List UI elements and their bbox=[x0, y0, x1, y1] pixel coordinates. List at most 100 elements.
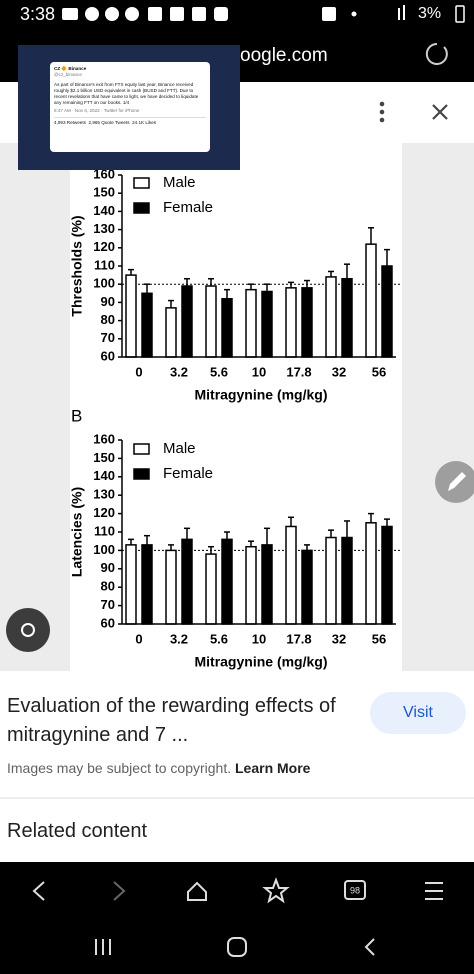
y-axis-title: Latencies (%) bbox=[69, 487, 85, 577]
bar bbox=[125, 274, 137, 358]
close-button[interactable] bbox=[432, 104, 448, 120]
y-tick-label: 160 bbox=[93, 431, 115, 446]
icon bbox=[351, 11, 357, 17]
learn-more-link[interactable]: Learn More bbox=[235, 760, 311, 776]
bar bbox=[285, 287, 297, 358]
y-tick-label: 110 bbox=[94, 523, 115, 538]
back-button[interactable] bbox=[32, 881, 45, 901]
tweet-text: As part of Binance's exit from FTX equit… bbox=[54, 82, 199, 105]
tweet-stat: 24.1K Likes bbox=[132, 120, 157, 126]
y-tick-label: 120 bbox=[93, 239, 115, 254]
bar bbox=[221, 538, 233, 625]
legend-label: Female bbox=[163, 465, 213, 482]
x-axis-title: Mitragynine (mg/kg) bbox=[194, 387, 327, 403]
visit-button[interactable]: Visit bbox=[370, 692, 466, 734]
panel-label: B bbox=[71, 406, 82, 425]
bar bbox=[301, 549, 313, 625]
charts: Thresholds (%)60708090100110120130140150… bbox=[69, 166, 400, 670]
icon bbox=[148, 7, 162, 21]
reload-button[interactable] bbox=[425, 42, 448, 65]
copyright-notice: Images may be subject to copyright. Lear… bbox=[7, 760, 310, 776]
bottom-nav bbox=[0, 862, 474, 974]
icon bbox=[105, 7, 119, 21]
bar bbox=[205, 553, 217, 625]
y-tick-label: 110 bbox=[94, 257, 115, 272]
legend-label: Male bbox=[163, 440, 196, 457]
forward-button[interactable] bbox=[113, 881, 126, 901]
status-icons bbox=[62, 5, 465, 23]
bar bbox=[165, 307, 177, 358]
tabs-button[interactable] bbox=[344, 880, 366, 900]
menu-button[interactable] bbox=[425, 882, 443, 900]
dot bbox=[379, 101, 385, 107]
dot bbox=[379, 109, 385, 115]
home-key[interactable] bbox=[227, 937, 247, 957]
x-tick-label: 32 bbox=[332, 631, 346, 646]
legend-label: Female bbox=[163, 199, 213, 216]
x-tick-label: 17.8 bbox=[286, 364, 311, 379]
y-tick-label: 140 bbox=[93, 203, 115, 218]
x-tick-label: 56 bbox=[372, 631, 386, 646]
x-tick-label: 3.2 bbox=[170, 364, 188, 379]
pencil-icon bbox=[448, 472, 466, 491]
bookmarks-button[interactable] bbox=[262, 877, 290, 904]
x-tick-label: 10 bbox=[252, 631, 266, 646]
x-tick-label: 0 bbox=[135, 364, 142, 379]
y-tick-label: 130 bbox=[93, 221, 115, 236]
y-tick-label: 120 bbox=[93, 505, 115, 520]
y-tick-label: 100 bbox=[93, 542, 115, 557]
menu-button[interactable] bbox=[379, 101, 385, 123]
bar bbox=[181, 538, 193, 625]
x-tick-label: 10 bbox=[252, 364, 266, 379]
icon bbox=[322, 7, 336, 21]
bar bbox=[325, 536, 337, 625]
clock: 3:38 bbox=[20, 4, 56, 24]
notice-text: Images may be subject to copyright. bbox=[7, 760, 232, 776]
bar bbox=[381, 265, 393, 358]
recents-button[interactable] bbox=[95, 939, 111, 955]
bar bbox=[221, 298, 233, 358]
icon bbox=[403, 5, 405, 20]
y-tick-label: 150 bbox=[93, 185, 115, 200]
y-tick-label: 160 bbox=[93, 166, 115, 181]
y-tick-label: 80 bbox=[101, 312, 115, 327]
bar bbox=[141, 292, 153, 358]
tweet-card: CZ 🔶 Binance @cz_binance As part of Bina… bbox=[50, 62, 210, 152]
icon bbox=[455, 5, 465, 23]
x-axis-title: Mitragynine (mg/kg) bbox=[194, 654, 327, 670]
icon bbox=[85, 7, 99, 21]
y-tick-label: 80 bbox=[101, 579, 115, 594]
bar bbox=[285, 525, 297, 625]
home-button[interactable] bbox=[187, 881, 207, 901]
tweet-author: CZ 🔶 Binance bbox=[54, 66, 87, 71]
bar bbox=[365, 243, 377, 358]
chart: Thresholds (%)60708090100110120130140150… bbox=[69, 166, 400, 403]
icon bbox=[192, 7, 206, 21]
legend-swatch bbox=[133, 177, 150, 189]
lens-button[interactable] bbox=[6, 608, 50, 652]
y-tick-label: 140 bbox=[93, 468, 115, 483]
bar bbox=[301, 287, 313, 358]
bar bbox=[245, 288, 257, 358]
tweet-handle: @cz_binance bbox=[54, 71, 82, 77]
x-tick-label: 3.2 bbox=[170, 631, 188, 646]
bar bbox=[261, 290, 273, 358]
legend-label: Male bbox=[163, 174, 196, 191]
y-tick-label: 90 bbox=[101, 294, 115, 309]
lens-icon bbox=[21, 623, 35, 637]
y-tick-label: 70 bbox=[101, 597, 115, 612]
bar bbox=[245, 545, 257, 625]
tweet-stat: 4,993 Retweets bbox=[54, 120, 86, 126]
y-tick-label: 100 bbox=[93, 276, 115, 291]
x-tick-label: 32 bbox=[332, 364, 346, 379]
back-key[interactable] bbox=[364, 938, 375, 956]
result-title[interactable]: Evaluation of the rewarding effects of m… bbox=[7, 695, 336, 746]
x-tick-label: 17.8 bbox=[286, 631, 311, 646]
bar bbox=[205, 285, 217, 358]
x-tick-label: 5.6 bbox=[210, 364, 228, 379]
y-tick-label: 70 bbox=[101, 330, 115, 345]
bar bbox=[341, 536, 353, 625]
url[interactable]: oogle.com bbox=[240, 45, 328, 66]
